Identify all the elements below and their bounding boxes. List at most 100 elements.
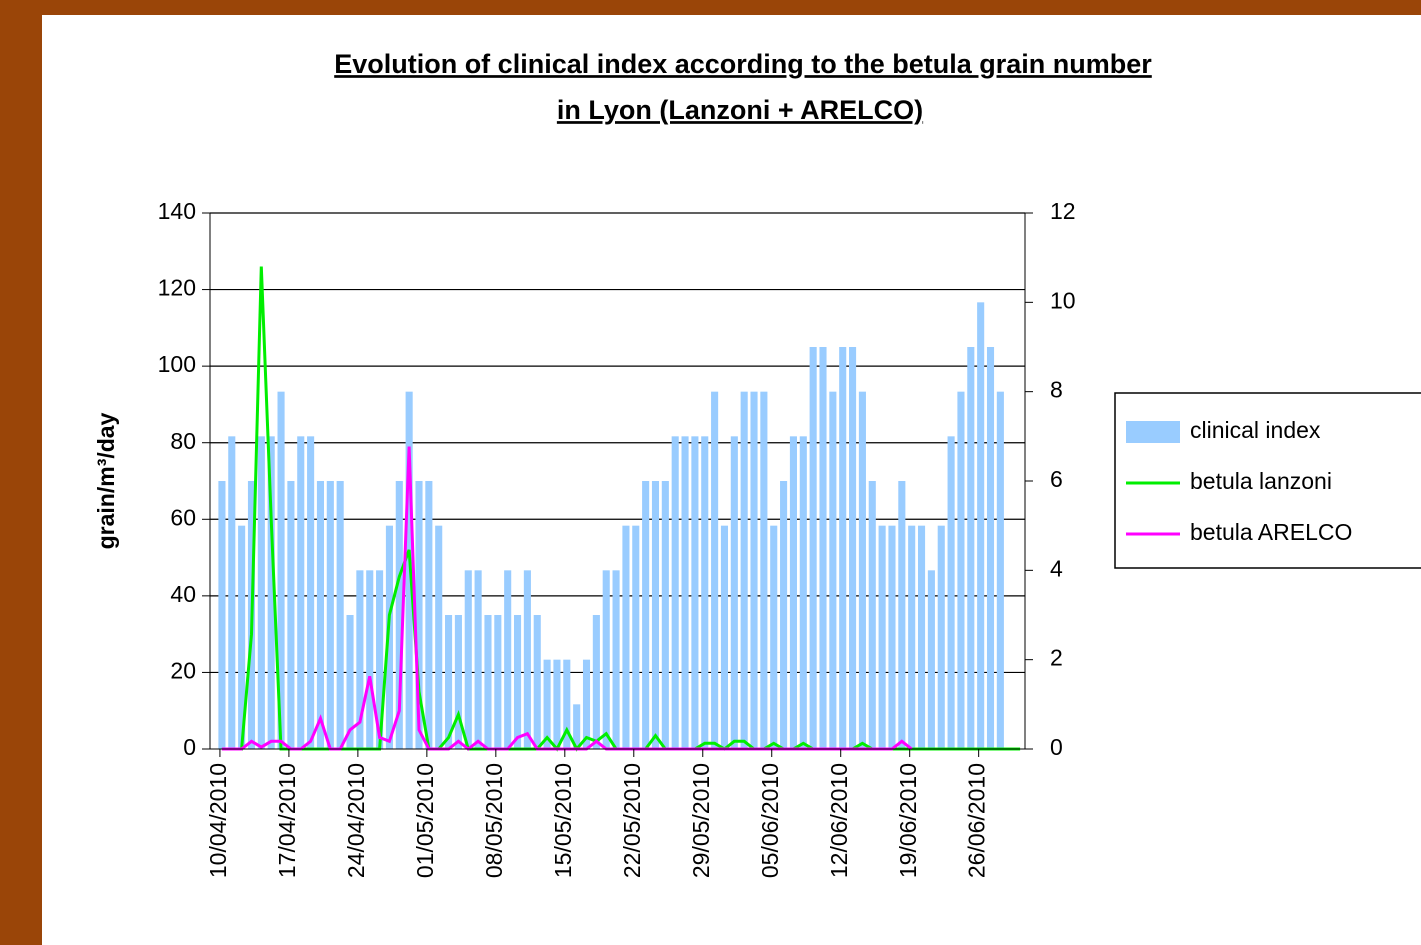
- bar: [996, 391, 1004, 749]
- bar: [789, 436, 797, 749]
- bar: [780, 481, 788, 749]
- bar: [849, 347, 857, 749]
- bar: [395, 481, 403, 749]
- y2-tick-label: 10: [1050, 287, 1076, 313]
- y2-tick-label: 4: [1050, 555, 1063, 581]
- legend-swatch: [1126, 421, 1180, 443]
- bar: [809, 347, 817, 749]
- bar: [908, 525, 916, 749]
- bar: [573, 704, 581, 749]
- bar: [642, 481, 650, 749]
- bar: [464, 570, 472, 749]
- bar: [484, 615, 492, 749]
- bar: [622, 525, 630, 749]
- bar: [336, 481, 344, 749]
- x-tick-label: 10/04/2010: [205, 763, 231, 878]
- bar: [681, 436, 689, 749]
- y-tick-label: 60: [170, 504, 196, 530]
- x-tick-label: 01/05/2010: [412, 763, 438, 878]
- bar: [986, 347, 995, 749]
- bar: [415, 481, 423, 749]
- x-tick-label: 26/06/2010: [964, 763, 990, 878]
- y2-tick-label: 12: [1050, 198, 1076, 224]
- bar: [898, 481, 906, 749]
- bar: [356, 570, 364, 749]
- x-tick-label: 05/06/2010: [757, 763, 783, 878]
- y-tick-label: 100: [158, 351, 196, 377]
- legend-label: clinical index: [1190, 417, 1321, 443]
- bar: [582, 659, 591, 749]
- bar: [829, 391, 837, 749]
- bar: [346, 615, 354, 749]
- bar: [267, 436, 275, 749]
- x-tick-label: 29/05/2010: [688, 763, 714, 878]
- bar: [376, 570, 384, 749]
- bar: [366, 570, 374, 749]
- bar: [977, 302, 985, 749]
- bar: [454, 615, 462, 749]
- bar: [445, 615, 453, 749]
- y-axis-label: grain/m³/day: [93, 412, 119, 549]
- x-tick-label: 15/05/2010: [550, 763, 576, 878]
- chart-title: Evolution of clinical index according to…: [334, 49, 1152, 79]
- bar: [435, 525, 443, 749]
- bar: [238, 525, 246, 749]
- x-tick-label: 08/05/2010: [481, 763, 507, 878]
- bar: [967, 347, 975, 749]
- bar: [701, 436, 709, 749]
- bar: [228, 436, 236, 749]
- bar: [868, 481, 876, 749]
- bar: [917, 525, 926, 749]
- bar: [385, 525, 393, 749]
- bar: [671, 436, 679, 749]
- bar: [504, 570, 512, 749]
- bar: [612, 570, 620, 749]
- bar: [839, 347, 847, 749]
- bar: [425, 481, 433, 749]
- y-tick-label: 120: [158, 275, 196, 301]
- bar: [770, 525, 778, 749]
- bar: [947, 436, 955, 749]
- bar: [730, 436, 738, 749]
- bar: [316, 481, 325, 749]
- y2-tick-label: 8: [1050, 377, 1063, 403]
- y-tick-label: 80: [170, 428, 196, 454]
- bar: [563, 659, 571, 749]
- bar: [878, 525, 886, 749]
- bar: [799, 436, 807, 749]
- bar: [858, 391, 866, 749]
- x-tick-label: 22/05/2010: [619, 763, 645, 878]
- bar: [760, 391, 768, 749]
- bar: [553, 659, 561, 749]
- bar: [888, 525, 896, 749]
- bar: [277, 391, 285, 749]
- y2-tick-label: 0: [1050, 734, 1063, 760]
- chart-title: in Lyon (Lanzoni + ARELCO): [557, 95, 923, 125]
- bar: [218, 481, 226, 749]
- bar: [543, 659, 551, 749]
- bar: [474, 570, 482, 749]
- bar: [257, 436, 265, 749]
- bar: [720, 525, 729, 749]
- x-tick-label: 24/04/2010: [343, 763, 369, 878]
- bar: [326, 481, 334, 749]
- bar: [740, 391, 748, 749]
- x-tick-label: 12/06/2010: [826, 763, 852, 878]
- y2-tick-label: 6: [1050, 466, 1063, 492]
- bar: [819, 347, 827, 749]
- bar: [691, 436, 699, 749]
- y-tick-label: 0: [183, 734, 196, 760]
- x-tick-label: 19/06/2010: [895, 763, 921, 878]
- legend-label: betula ARELCO: [1190, 519, 1352, 545]
- bar: [307, 436, 315, 749]
- bar: [632, 525, 640, 749]
- bar: [287, 481, 295, 749]
- y-tick-label: 20: [170, 658, 196, 684]
- bar: [661, 481, 669, 749]
- y-tick-label: 140: [158, 198, 196, 224]
- bar: [711, 391, 719, 749]
- bar: [494, 615, 502, 749]
- legend-label: betula lanzoni: [1190, 468, 1332, 494]
